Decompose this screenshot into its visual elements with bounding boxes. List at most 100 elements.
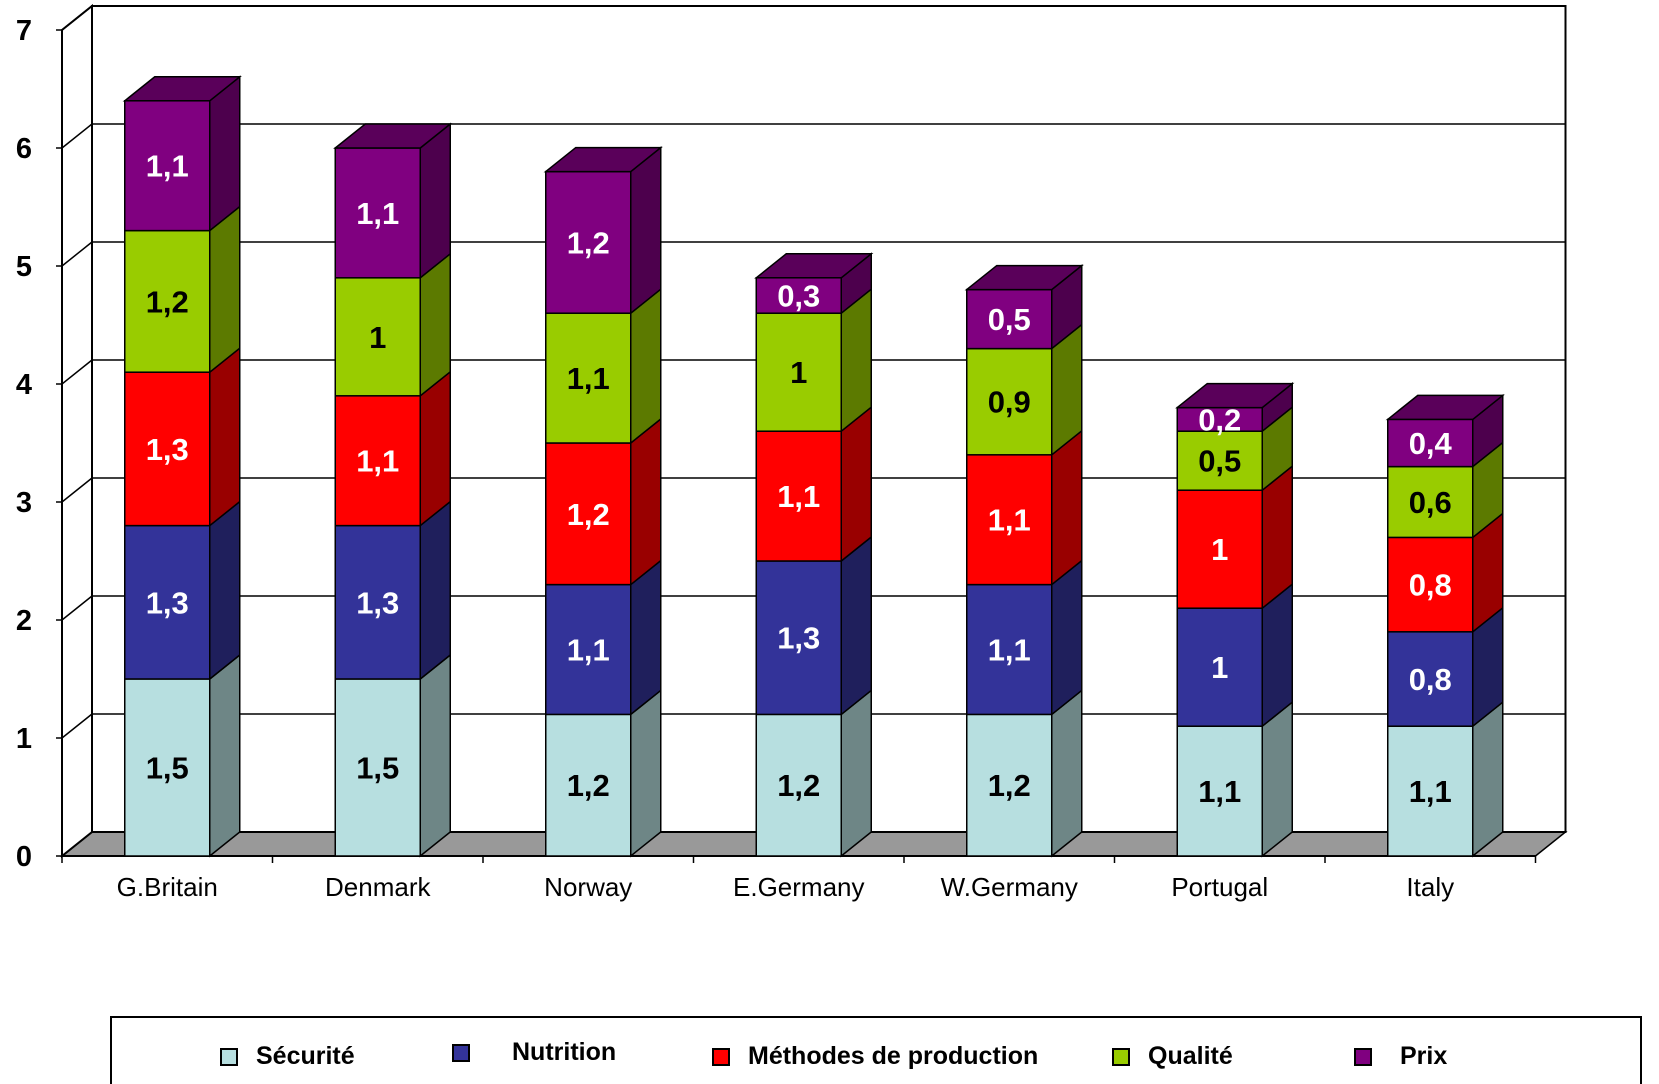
data-label: 0,4 [1409,426,1453,461]
bar-top [543,146,663,173]
gridline-diagonal [61,241,93,267]
bar-segment [545,312,632,444]
bar-segment [124,678,211,857]
bar-segment-side [840,688,872,858]
bar-top [1175,382,1295,409]
bar-segment-side [630,688,662,858]
legend-item-nutrition: Nutrition [452,1038,616,1067]
legend-swatch-methodes [712,1047,730,1066]
gridline-diagonal [61,359,93,385]
data-label: 1 [369,320,386,355]
legend-label-methodes: Méthodes de production [748,1042,1039,1070]
data-label: 1 [1211,532,1228,567]
bar-segment-side [1472,700,1504,858]
x-category-label: Italy [1406,872,1454,902]
chart-legend: Sécurité Nutrition Méthodes de productio… [110,1016,1642,1084]
bar-segment-side [419,500,451,681]
legend-swatch-securite [220,1047,238,1066]
data-label: 1,2 [777,768,820,803]
x-category-label: E.Germany [733,872,865,902]
bar-segment-side [630,146,662,315]
x-category-label: W.Germany [941,872,1078,902]
bar-segment-side [209,500,241,681]
data-label: 0,5 [988,302,1031,337]
data-label: 1,3 [777,621,820,656]
gridline-diagonal [61,5,93,31]
legend-label-securite: Sécurité [256,1042,355,1070]
bar-segment [1176,489,1263,609]
chart-side-wall [61,3,93,859]
legend-swatch-prix [1354,1047,1372,1066]
bar-segment [1387,418,1474,468]
y-tick-label: 2 [16,605,32,637]
bar-segment-side [419,653,451,858]
data-label: 0,9 [988,385,1031,420]
data-label: 1,1 [988,503,1031,538]
data-label: 1,2 [567,225,610,260]
data-label: 1,1 [567,361,610,396]
bar-segment [1387,725,1474,857]
data-label: 1,3 [146,432,189,467]
y-tick-label: 4 [16,369,32,401]
data-label: 1,5 [146,751,189,786]
y-tick-label: 7 [16,15,32,47]
legend-label-qualite: Qualité [1148,1042,1233,1070]
bar-segment [124,371,211,527]
data-label: 0,8 [1409,662,1452,697]
data-label: 1 [1211,650,1228,685]
bar-segment-side [630,287,662,445]
bar-segment [334,678,421,857]
data-label: 1,2 [988,768,1031,803]
bar-segment [334,147,421,279]
bar-segment-side [1261,700,1293,858]
legend-swatch-nutrition [452,1043,470,1062]
bar-segment-side [840,405,872,563]
bar-segment-side [209,205,241,374]
data-label: 1,2 [146,284,189,319]
data-label: 1,1 [146,149,189,184]
legend-label-prix: Prix [1400,1042,1448,1070]
bar-segment [334,524,421,680]
bar-segment [966,347,1053,456]
bar-segment [545,713,632,857]
legend-item-securite: Sécurité [220,1042,355,1071]
data-label: 0,3 [777,279,820,314]
x-category-label: Portugal [1171,872,1268,902]
bar-segment [124,229,211,373]
y-tick-label: 3 [16,487,32,519]
gridline-diagonal [61,123,93,149]
data-label: 1,2 [567,768,610,803]
bar-top [333,123,453,149]
bar-segment-side [1051,429,1083,587]
bar-top [754,253,874,279]
bar-segment-side [419,122,451,280]
x-category-label: G.Britain [117,872,218,902]
bar-segment [966,288,1053,350]
y-tick-label: 6 [16,133,32,165]
data-label: 1,1 [356,444,399,479]
data-label: 1,1 [988,633,1031,668]
data-label: 1,3 [356,585,399,620]
x-category-label: Denmark [325,872,431,902]
gridline-diagonal [61,713,93,739]
data-label: 1,1 [777,479,820,514]
bar-segment-side [630,417,662,587]
data-label: 1,5 [356,751,399,786]
data-label: 1,1 [1409,774,1452,809]
bar-segment-side [1051,559,1083,716]
bar-segment-side [1051,688,1083,858]
bar-segment [966,583,1053,716]
data-label: 0,6 [1409,485,1452,520]
bar-segment [334,277,421,397]
y-tick-label: 0 [16,841,32,873]
data-label: 1,1 [1198,774,1241,809]
data-label: 1,3 [146,585,189,620]
y-tick-label: 1 [16,723,32,755]
bar-segment [1176,607,1263,727]
bar-segment-side [630,559,662,716]
data-label: 1 [790,355,807,390]
gridline-diagonal [61,595,93,621]
data-label: 1,2 [567,497,610,532]
legend-item-qualite: Qualité [1112,1042,1233,1071]
bar-segment [545,583,632,716]
